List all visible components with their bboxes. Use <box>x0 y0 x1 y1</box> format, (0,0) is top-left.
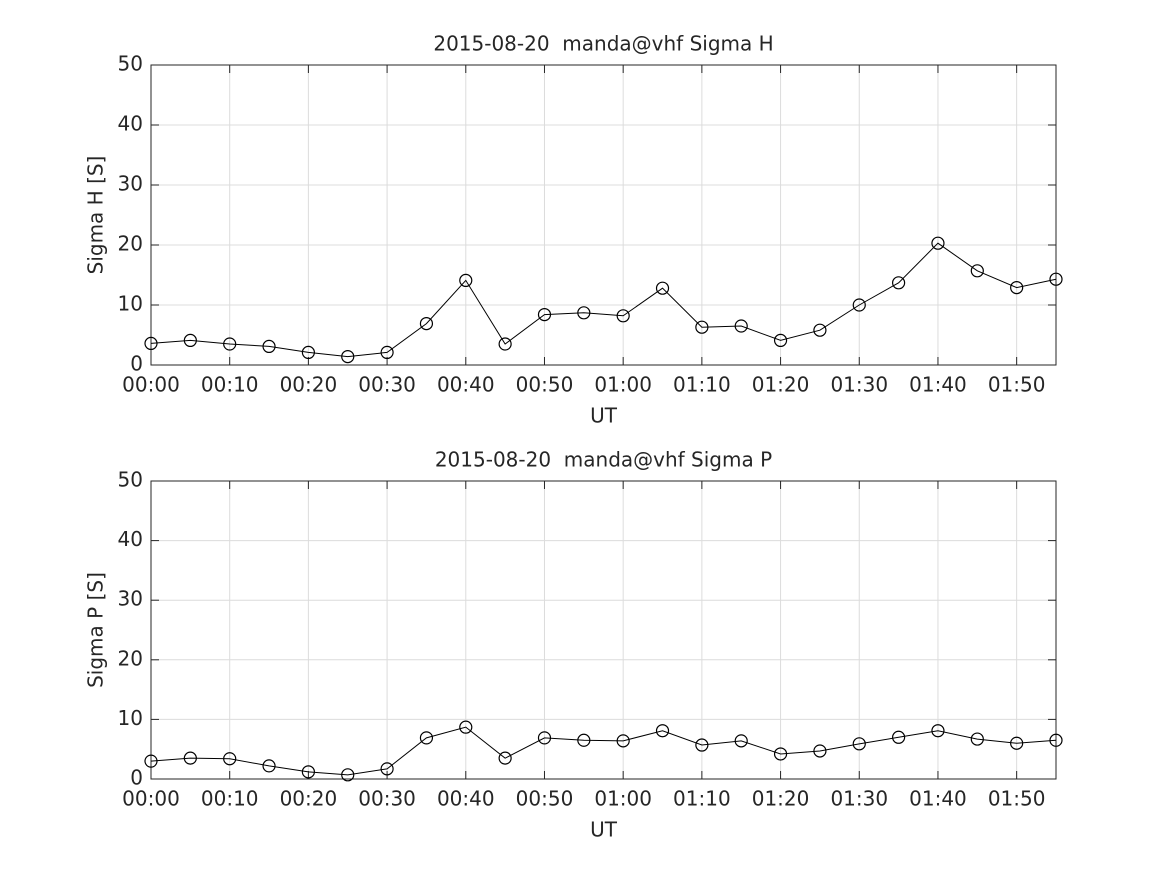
y-axis-label: Sigma H [S] <box>84 156 108 275</box>
data-marker <box>970 264 984 278</box>
data-marker <box>183 751 197 765</box>
data-marker <box>616 734 630 748</box>
axes-box <box>150 480 1057 780</box>
x-tick-label: 00:30 <box>358 373 416 397</box>
y-axis-label: Sigma P [S] <box>84 572 108 688</box>
data-line <box>150 242 1057 358</box>
data-marker <box>341 350 355 364</box>
x-axis-label: UT <box>590 404 618 428</box>
data-marker <box>419 731 434 745</box>
y-tick-label: 10 <box>118 706 143 730</box>
x-tick-label: 00:10 <box>201 787 259 811</box>
chart-title: 2015-08-20 manda@vhf Sigma H <box>433 32 773 56</box>
y-tick-label: 0 <box>130 352 143 376</box>
data-marker <box>498 751 512 765</box>
x-tick-label: 00:50 <box>516 787 574 811</box>
axes-box <box>150 64 1057 366</box>
x-tick-label: 00:40 <box>437 373 495 397</box>
data-marker <box>459 273 473 287</box>
data-marker <box>813 323 827 337</box>
data-marker <box>537 731 552 745</box>
x-tick-label: 01:10 <box>673 787 731 811</box>
data-marker <box>616 309 630 323</box>
data-marker <box>695 320 709 334</box>
x-tick-label: 01:10 <box>673 373 731 397</box>
data-marker <box>1049 733 1063 747</box>
data-marker <box>183 333 197 347</box>
data-marker <box>1049 272 1063 286</box>
x-tick-label: 01:20 <box>752 373 810 397</box>
data-marker <box>734 319 748 333</box>
data-marker <box>773 333 788 347</box>
x-tick-label: 00:50 <box>516 373 574 397</box>
data-marker <box>695 738 709 752</box>
x-tick-label: 01:00 <box>594 787 652 811</box>
data-marker <box>498 337 512 351</box>
data-marker <box>970 732 984 746</box>
data-marker <box>223 337 237 351</box>
x-tick-label: 01:20 <box>752 787 810 811</box>
x-tick-label: 00:20 <box>280 787 338 811</box>
x-tick-label: 00:20 <box>280 373 338 397</box>
y-tick-label: 30 <box>118 587 143 611</box>
y-tick-label: 40 <box>118 112 143 136</box>
data-marker <box>380 762 394 776</box>
data-marker <box>577 306 591 320</box>
data-marker <box>419 317 434 331</box>
data-marker <box>931 236 945 250</box>
y-tick-label: 0 <box>130 766 143 790</box>
x-tick-label: 00:30 <box>358 787 416 811</box>
x-tick-label: 01:40 <box>909 373 967 397</box>
data-marker <box>459 720 473 734</box>
data-marker <box>144 754 158 768</box>
x-tick-label: 01:30 <box>830 373 888 397</box>
data-marker <box>655 724 670 738</box>
data-marker <box>537 308 552 322</box>
y-tick-label: 20 <box>118 646 143 670</box>
x-tick-label: 01:30 <box>830 787 888 811</box>
data-marker <box>813 744 827 758</box>
plot-area <box>151 481 1056 779</box>
data-marker <box>144 336 158 350</box>
data-marker <box>341 768 355 782</box>
data-marker <box>773 747 788 761</box>
data-marker <box>380 345 394 359</box>
data-marker <box>223 752 237 766</box>
x-tick-label: 01:00 <box>594 373 652 397</box>
data-marker <box>301 345 315 359</box>
data-marker <box>852 298 866 312</box>
y-tick-label: 30 <box>118 172 143 196</box>
y-tick-label: 50 <box>118 468 143 492</box>
x-tick-label: 01:50 <box>988 373 1046 397</box>
x-tick-label: 01:50 <box>988 787 1046 811</box>
data-marker <box>262 759 276 773</box>
data-marker <box>892 276 906 290</box>
data-marker <box>892 730 906 744</box>
data-marker <box>262 339 276 353</box>
y-tick-label: 50 <box>118 52 143 76</box>
y-tick-label: 40 <box>118 527 143 551</box>
x-tick-label: 00:00 <box>122 373 180 397</box>
x-tick-label: 00:00 <box>122 787 180 811</box>
line-chart: 0 10 20 30 40 50 00:00 00:10 00:20 00:30 00:40 00:5… <box>84 32 1063 428</box>
data-marker <box>1010 736 1024 750</box>
plot-area <box>151 65 1056 365</box>
data-marker <box>1010 281 1024 295</box>
y-tick-label: 20 <box>118 232 143 256</box>
chart-title: 2015-08-20 manda@vhf Sigma P <box>435 448 772 472</box>
data-marker <box>734 734 748 748</box>
data-marker <box>577 733 591 747</box>
data-marker <box>301 765 315 779</box>
x-tick-label: 01:40 <box>909 787 967 811</box>
data-marker <box>852 737 866 751</box>
data-marker <box>655 281 670 295</box>
x-tick-label: 00:10 <box>201 373 259 397</box>
y-tick-label: 10 <box>118 292 143 316</box>
x-tick-label: 00:40 <box>437 787 495 811</box>
line-chart: 0 10 20 30 40 50 00:00 00:10 00:20 00:30 00:40 00:5… <box>84 448 1063 842</box>
x-axis-label: UT <box>590 818 618 842</box>
data-marker <box>931 724 945 738</box>
data-line <box>150 726 1057 776</box>
